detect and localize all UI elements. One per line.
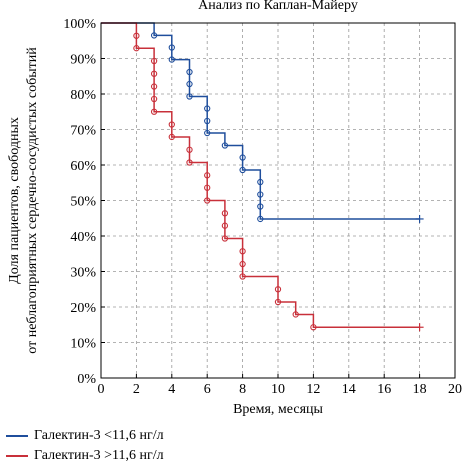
censor-mark bbox=[186, 68, 193, 76]
y-tick-label: 40% bbox=[70, 230, 96, 245]
censor-mark bbox=[221, 235, 229, 242]
x-tick-label: 18 bbox=[413, 382, 427, 397]
y-tick-label: 100% bbox=[63, 17, 96, 32]
censor-mark bbox=[186, 159, 193, 166]
censor-mark bbox=[257, 178, 264, 186]
x-tick-label: 20 bbox=[448, 382, 462, 397]
censor-mark bbox=[221, 142, 229, 149]
y-tick-label: 0% bbox=[77, 372, 96, 387]
censor-mark bbox=[150, 57, 158, 65]
y-tick-label: 60% bbox=[70, 159, 96, 174]
censor-mark bbox=[274, 298, 282, 306]
series-line-1 bbox=[101, 22, 420, 328]
censor-mark bbox=[292, 311, 299, 318]
x-tick-label: 8 bbox=[239, 382, 246, 397]
censor-mark bbox=[204, 105, 211, 112]
censor-mark bbox=[239, 154, 246, 161]
legend-label-low: Галектин-3 <11,6 нг/л bbox=[34, 428, 164, 443]
legend-item-high: Галектин-3 >11,6 нг/л bbox=[6, 447, 164, 465]
censor-mark bbox=[257, 203, 264, 210]
x-axis-label: Время, месяцы bbox=[233, 402, 323, 417]
y-tick-label: 80% bbox=[70, 88, 96, 103]
censor-mark bbox=[257, 191, 264, 198]
axis-labels: Время, месяцы Доля пациентов, свободных от… bbox=[7, 47, 324, 417]
y-tick-label: 30% bbox=[70, 266, 96, 281]
censor-mark bbox=[221, 210, 229, 217]
censor-mark bbox=[168, 121, 175, 128]
y-tick-label: 50% bbox=[70, 195, 96, 210]
y-tick-label: 70% bbox=[70, 124, 96, 139]
x-tick-label: 2 bbox=[133, 382, 140, 397]
censor-mark bbox=[204, 172, 211, 179]
censor-mark bbox=[204, 117, 211, 125]
censor-mark bbox=[133, 45, 140, 52]
y-axis-label-line1: Доля пациентов, свободных bbox=[7, 117, 22, 284]
censor-mark bbox=[204, 129, 211, 137]
series-line-0 bbox=[101, 22, 420, 220]
censor-mark bbox=[150, 32, 158, 39]
censor-mark bbox=[274, 286, 282, 293]
censor-mark bbox=[150, 108, 158, 115]
censor-mark bbox=[168, 44, 175, 51]
legend-item-low: Галектин-3 <11,6 нг/л bbox=[6, 427, 164, 445]
x-tick-label: 10 bbox=[271, 382, 285, 397]
censor-mark bbox=[239, 260, 246, 268]
censor-mark bbox=[204, 184, 211, 191]
x-tick-label: 4 bbox=[168, 382, 175, 397]
censor-mark bbox=[204, 197, 211, 204]
x-tick-label: 16 bbox=[377, 382, 391, 397]
censor-mark bbox=[168, 56, 175, 63]
x-tick-label: 6 bbox=[204, 382, 211, 397]
censor-mark bbox=[221, 222, 229, 229]
censor-mark bbox=[186, 80, 193, 88]
grid bbox=[101, 23, 455, 378]
chart-title: Анализ по Каплан-Майеру bbox=[198, 0, 358, 13]
legend-swatch-low bbox=[6, 435, 28, 437]
series-group bbox=[101, 22, 424, 332]
censor-mark bbox=[239, 248, 246, 255]
x-tick-label: 0 bbox=[98, 382, 105, 397]
censor-mark bbox=[186, 146, 193, 153]
axes bbox=[100, 22, 456, 379]
tick-labels: 0 2 4 6 8 10 12 14 16 18 20 0% 10% 20% 30% 40% 50% 60% 70%… bbox=[63, 17, 462, 397]
censor-mark bbox=[239, 166, 246, 174]
censor-mark bbox=[150, 70, 158, 77]
censor-mark bbox=[239, 273, 246, 280]
legend-swatch-high bbox=[6, 455, 28, 457]
x-tick-label: 14 bbox=[342, 382, 356, 397]
x-tick-label: 12 bbox=[306, 382, 320, 397]
y-tick-label: 20% bbox=[70, 301, 96, 316]
censor-mark bbox=[150, 95, 158, 103]
censor-mark bbox=[257, 215, 264, 223]
y-tick-label: 90% bbox=[70, 53, 96, 68]
censor-mark bbox=[133, 32, 140, 39]
legend-label-high: Галектин-3 >11,6 нг/л bbox=[34, 448, 164, 463]
censor-mark bbox=[310, 324, 317, 331]
censor-mark bbox=[168, 133, 175, 141]
censor-mark bbox=[186, 93, 193, 100]
y-tick-label: 10% bbox=[70, 337, 96, 352]
y-axis-label-line2: от неблагоприятных сердечно-сосудистых с… bbox=[25, 47, 40, 354]
censor-mark bbox=[150, 83, 158, 90]
